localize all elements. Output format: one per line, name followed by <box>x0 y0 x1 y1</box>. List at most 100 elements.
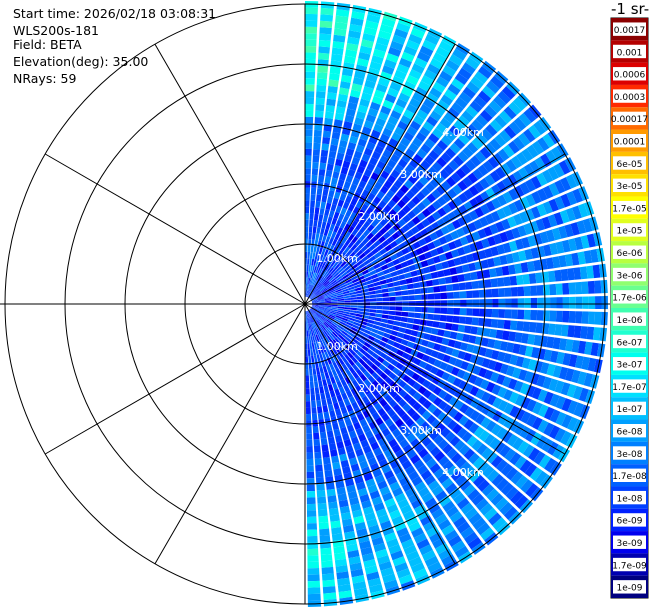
data-cell <box>352 346 359 354</box>
data-cell <box>468 452 480 465</box>
data-cell <box>350 17 364 27</box>
data-cell <box>363 248 371 256</box>
data-cell <box>379 352 388 360</box>
data-cell <box>493 361 503 373</box>
data-cell <box>336 335 343 343</box>
data-cell <box>326 377 332 386</box>
data-cell <box>481 483 495 497</box>
data-cell <box>369 156 379 166</box>
data-cell <box>522 274 530 285</box>
data-cell <box>371 352 380 360</box>
data-cell <box>464 531 479 545</box>
data-cell <box>324 344 330 352</box>
data-cell <box>413 427 424 438</box>
data-cell <box>423 171 434 182</box>
data-cell <box>489 138 502 151</box>
data-cell <box>422 266 431 274</box>
data-cell <box>314 252 319 260</box>
data-cell <box>420 143 432 154</box>
data-cell <box>335 15 349 24</box>
data-cell <box>445 364 454 374</box>
colorbar-label: 6e-07 <box>617 338 643 348</box>
data-cell <box>456 427 468 439</box>
data-cell <box>490 278 498 288</box>
data-cell <box>391 275 400 282</box>
data-cell <box>335 106 346 115</box>
data-cell <box>536 203 547 217</box>
data-cell <box>356 398 365 407</box>
data-cell <box>394 263 403 271</box>
data-cell <box>530 247 540 259</box>
data-cell <box>334 435 343 443</box>
data-cell <box>450 469 463 482</box>
data-cell <box>340 283 348 289</box>
data-cell <box>471 317 479 326</box>
data-cell <box>424 273 432 281</box>
data-cell <box>592 264 601 279</box>
data-cell <box>335 290 343 295</box>
data-cell <box>351 236 359 244</box>
data-cell <box>352 371 360 380</box>
data-cell <box>312 252 316 260</box>
data-cell <box>470 326 478 335</box>
data-cell <box>309 342 313 350</box>
data-cell <box>421 492 434 503</box>
data-cell <box>319 27 332 35</box>
data-cell <box>353 515 365 525</box>
data-cell <box>305 375 310 382</box>
data-cell <box>328 190 335 198</box>
data-cell <box>442 415 453 426</box>
data-cell <box>325 169 333 178</box>
data-cell <box>427 561 442 573</box>
data-cell <box>392 465 404 476</box>
data-cell <box>343 524 355 533</box>
data-cell <box>400 504 413 515</box>
data-cell <box>353 587 368 597</box>
data-cell <box>363 259 371 266</box>
data-cell <box>380 170 390 180</box>
data-cell <box>576 220 587 235</box>
data-cell <box>321 444 329 452</box>
data-cell <box>307 574 320 582</box>
data-cell <box>479 146 492 159</box>
data-cell <box>309 258 312 266</box>
data-cell <box>408 174 418 185</box>
data-cell <box>316 399 322 407</box>
data-cell <box>388 371 397 380</box>
data-cell <box>479 379 490 390</box>
data-cell <box>442 460 454 472</box>
data-cell <box>388 137 399 148</box>
data-cell <box>396 22 411 33</box>
data-cell <box>323 281 330 287</box>
data-cell <box>501 177 513 190</box>
data-cell <box>533 259 542 271</box>
data-cell <box>359 365 367 374</box>
data-cell <box>333 546 346 554</box>
data-cell <box>363 506 374 516</box>
data-cell <box>339 505 351 514</box>
data-cell <box>341 432 350 441</box>
data-cell <box>511 298 518 308</box>
data-cell <box>375 309 383 314</box>
data-cell <box>308 317 311 324</box>
data-cell <box>345 148 355 157</box>
data-cell <box>424 138 436 149</box>
data-cell <box>417 406 427 416</box>
data-cell <box>347 549 360 559</box>
data-cell <box>466 81 480 94</box>
data-cell <box>352 206 360 215</box>
data-cell <box>350 436 360 445</box>
data-cell <box>432 144 444 156</box>
data-cell <box>311 305 319 308</box>
data-cell <box>331 299 338 302</box>
data-cell <box>431 418 442 429</box>
data-cell <box>305 311 308 318</box>
data-cell <box>315 290 321 296</box>
data-cell <box>324 299 332 302</box>
data-cell <box>306 446 313 453</box>
data-cell <box>505 298 512 308</box>
data-cell <box>473 426 485 438</box>
data-cell <box>358 252 366 260</box>
data-cell <box>339 453 348 462</box>
data-cell <box>366 215 375 224</box>
